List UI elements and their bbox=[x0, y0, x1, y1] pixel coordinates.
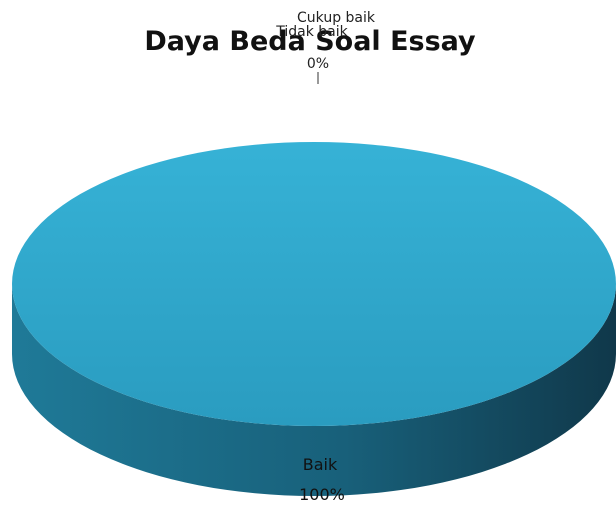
slice-percent-top: 0% bbox=[307, 56, 329, 72]
slice-label-cukup-baik: Cukup baik bbox=[297, 10, 376, 26]
pie-slice-side-baik bbox=[12, 284, 616, 496]
pie-slice-baik bbox=[12, 142, 616, 426]
slice-percent-baik: 100% bbox=[299, 485, 345, 504]
slice-label-tidak-baik: Tidak baik bbox=[275, 24, 348, 40]
chart-title: Daya Beda Soal Essay bbox=[144, 26, 476, 57]
slice-label-baik: Baik bbox=[303, 455, 338, 474]
